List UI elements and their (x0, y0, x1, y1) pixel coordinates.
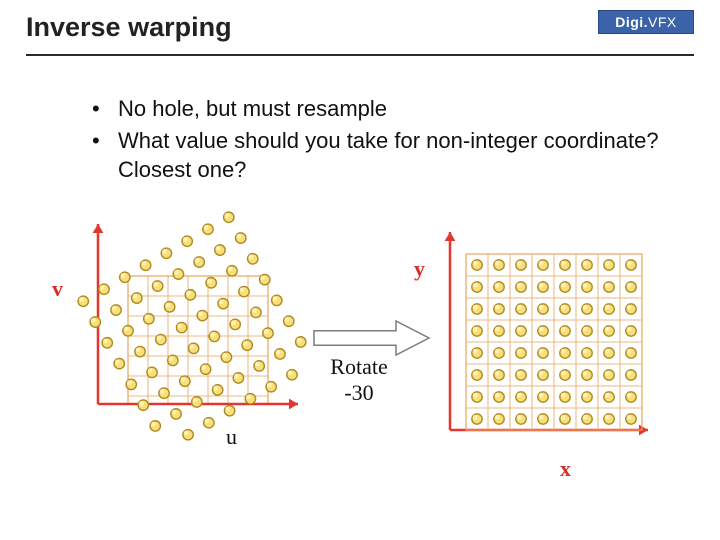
bullet-item: No hole, but must resample (92, 94, 712, 124)
left-plot (70, 204, 310, 444)
rotate-label: Rotate-30 (314, 354, 404, 407)
axis-label-v: v (52, 276, 63, 302)
bullet-item: What value should you take for non-integ… (92, 126, 712, 185)
logo-text: Digi.VFX (615, 14, 677, 30)
figure-area: v u y x Rotate-30 (52, 198, 668, 498)
slide-title: Inverse warping (26, 12, 232, 43)
transform-arrow (312, 318, 432, 358)
logo: Digi.VFX (598, 10, 694, 34)
right-plot (430, 214, 660, 464)
bullet-list: No hole, but must resample What value sh… (52, 94, 712, 187)
title-rule (26, 54, 694, 56)
axis-label-y: y (414, 256, 425, 282)
